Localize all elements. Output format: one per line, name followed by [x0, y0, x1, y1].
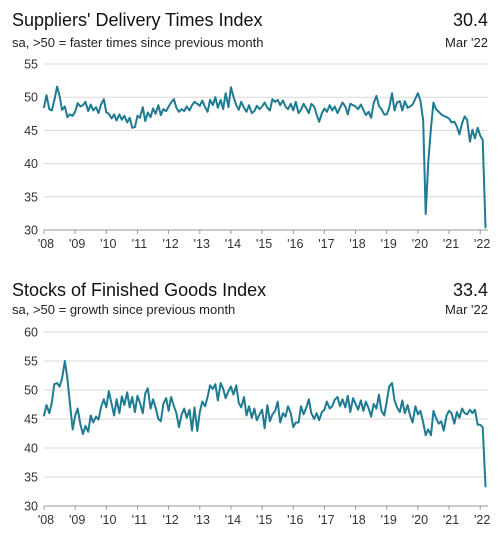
x-tick-label: '20 [412, 237, 428, 251]
x-tick-label: '08 [38, 237, 54, 251]
x-tick-label: '17 [318, 513, 334, 527]
y-tick-label: 40 [24, 157, 38, 171]
y-tick-label: 40 [24, 442, 38, 456]
x-tick-label: '13 [194, 237, 210, 251]
x-tick-label: '15 [256, 237, 272, 251]
x-tick-label: '21 [443, 513, 459, 527]
x-tick-label: '18 [349, 237, 365, 251]
x-tick-label: '16 [287, 513, 303, 527]
x-tick-label: '19 [381, 237, 397, 251]
x-tick-label: '11 [132, 237, 147, 251]
x-tick-label: '19 [381, 513, 397, 527]
chart-subtitle: sa, >50 = faster times since previous mo… [12, 35, 264, 50]
latest-period: Mar '22 [445, 35, 488, 50]
x-tick-label: '09 [69, 237, 85, 251]
x-tick-label: '12 [162, 237, 178, 251]
y-tick-label: 35 [24, 471, 38, 485]
x-tick-label: '10 [100, 513, 116, 527]
latest-period: Mar '22 [445, 302, 488, 317]
x-tick-label: '16 [287, 237, 303, 251]
chart-subtitle: sa, >50 = growth since previous month [12, 302, 236, 317]
x-tick-label: '10 [100, 237, 116, 251]
line-chart-delivery-times: 30 35 40 45 50 55 '08 '09 '10 '11 '12 '13 '14 '15 '16 '… [24, 58, 490, 252]
chart-title: Suppliers' Delivery Times Index [12, 10, 263, 30]
y-tick-label: 50 [24, 91, 38, 105]
y-tick-label: 35 [24, 190, 38, 204]
x-tick-label: '14 [225, 513, 241, 527]
latest-value: 33.4 [452, 280, 488, 300]
series-line [43, 360, 487, 488]
x-tick-label: '15 [256, 513, 272, 527]
latest-value: 30.4 [452, 10, 488, 30]
x-tick-label: '22 [474, 237, 490, 251]
x-tick-label: '11 [132, 513, 147, 527]
x-tick-label: '17 [318, 237, 334, 251]
chart-panel-delivery-times: Suppliers' Delivery Times Index sa, >50 … [0, 0, 500, 269]
y-tick-label: 55 [24, 355, 38, 369]
y-tick-label: 60 [24, 326, 38, 340]
x-tick-label: '09 [69, 513, 85, 527]
y-tick-label: 45 [24, 124, 38, 138]
x-tick-label: '18 [349, 513, 365, 527]
y-tick-label: 30 [24, 224, 38, 238]
series-line [43, 85, 487, 229]
x-tick-label: '14 [225, 237, 241, 251]
x-tick-label: '22 [474, 513, 490, 527]
y-tick-label: 45 [24, 413, 38, 427]
line-chart-finished-goods: 30 35 40 45 50 55 60 '08 '09 '10 '11 '12 '13 '14 '15 '1… [24, 326, 490, 528]
x-tick-label: '21 [443, 237, 459, 251]
y-tick-label: 30 [24, 500, 38, 514]
chart-title: Stocks of Finished Goods Index [12, 280, 267, 300]
x-tick-label: '08 [38, 513, 54, 527]
x-tick-label: '20 [412, 513, 428, 527]
chart-panel-finished-goods: Stocks of Finished Goods Index sa, >50 =… [0, 270, 500, 539]
x-tick-label: '12 [162, 513, 178, 527]
x-tick-label: '13 [194, 513, 210, 527]
y-tick-label: 55 [24, 58, 38, 72]
y-tick-label: 50 [24, 384, 38, 398]
